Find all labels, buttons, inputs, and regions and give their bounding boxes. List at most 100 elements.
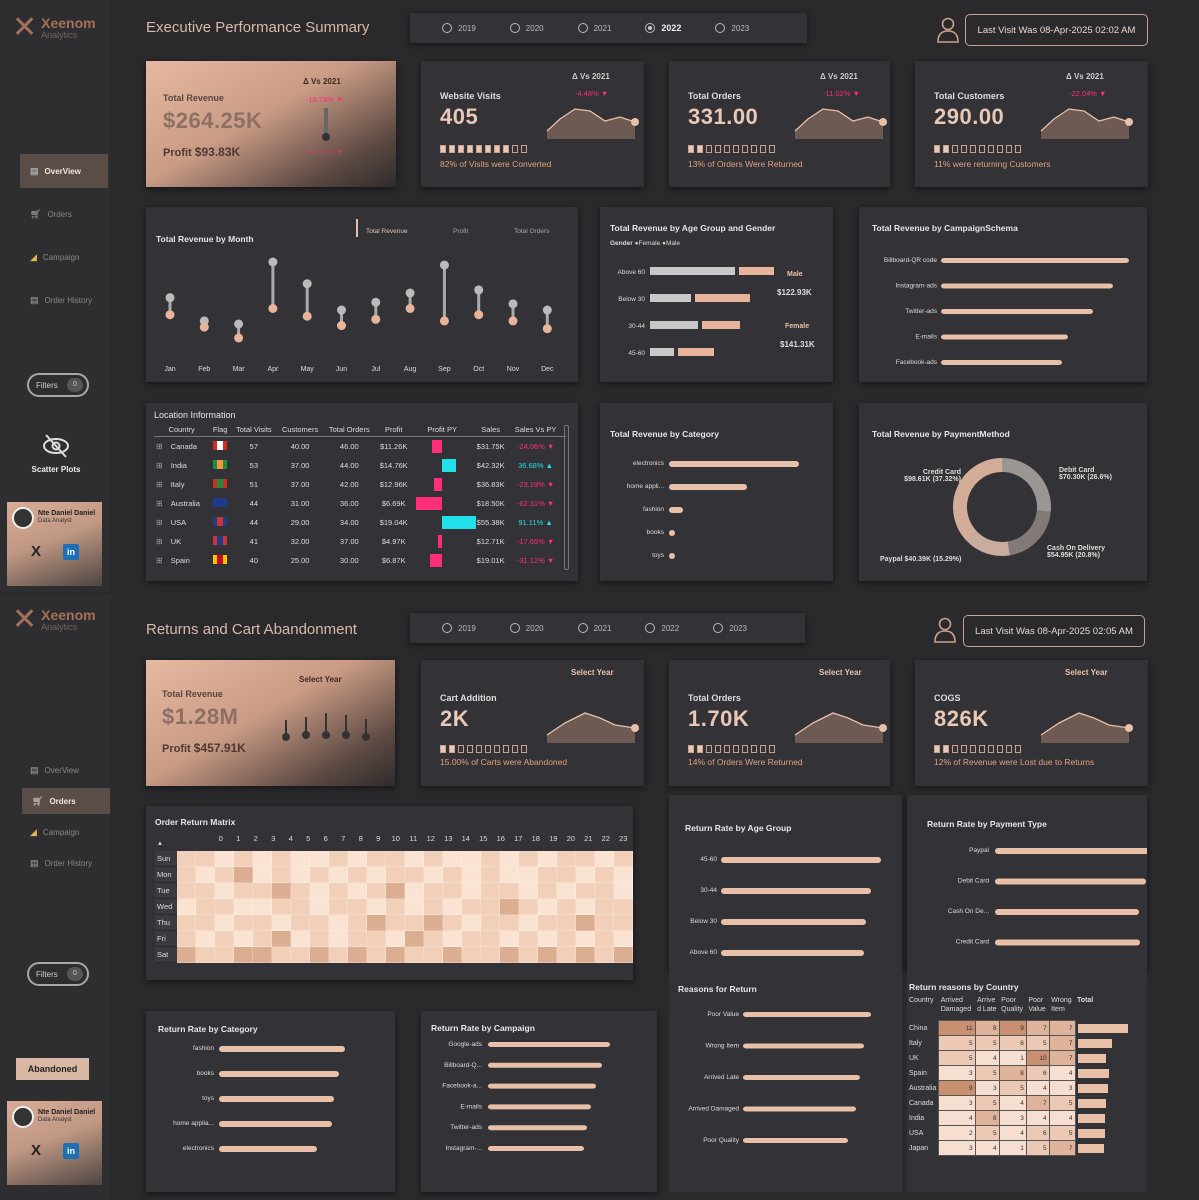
heat-cell[interactable]: [234, 915, 253, 931]
profit-dot[interactable]: [302, 279, 312, 289]
heat-cell[interactable]: [348, 867, 367, 883]
heat-cell[interactable]: [424, 931, 443, 947]
heat-cell[interactable]: [348, 883, 367, 899]
total-bar[interactable]: [1077, 1143, 1104, 1153]
bar[interactable]: [488, 1083, 596, 1089]
heat-cell[interactable]: [234, 931, 253, 947]
heat-cell[interactable]: [462, 851, 481, 867]
profit-dot[interactable]: [268, 257, 278, 267]
heat-cell[interactable]: [557, 883, 576, 899]
heat-cell[interactable]: [481, 867, 500, 883]
table-row[interactable]: ⊞ India 53 37.00 44.00 $14.76K $42.32K 36.68% ▲: [154, 456, 566, 475]
legend-orders[interactable]: Total Orders: [514, 228, 550, 235]
heat-cell[interactable]: [519, 899, 538, 915]
heat-cell[interactable]: [481, 947, 500, 963]
heat-cell[interactable]: [462, 915, 481, 931]
heat-cell[interactable]: [215, 947, 234, 963]
heat-cell[interactable]: [329, 915, 348, 931]
profit-py-bar[interactable]: [416, 496, 443, 510]
heat-cell[interactable]: [576, 867, 595, 883]
bar[interactable]: [669, 530, 675, 536]
profit-dot[interactable]: [371, 297, 381, 307]
bar[interactable]: [995, 848, 1147, 854]
heat-cell[interactable]: [253, 947, 272, 963]
column-header[interactable]: Profit: [375, 423, 413, 437]
heat-cell[interactable]: [234, 947, 253, 963]
heat-cell[interactable]: [614, 931, 633, 947]
revenue-dot[interactable]: [234, 333, 244, 343]
heat-cell[interactable]: [310, 899, 329, 915]
x-icon[interactable]: X: [30, 543, 41, 560]
heat-cell[interactable]: [272, 947, 291, 963]
year-option-2020[interactable]: 2020: [509, 623, 544, 633]
year-option-2019[interactable]: 2019: [442, 623, 476, 633]
table-row[interactable]: ⊞ Spain 40 25.00 30.00 $6.87K $19.01K -31.12% ▼: [154, 551, 566, 570]
heat-cell[interactable]: [557, 851, 576, 867]
heat-cell[interactable]: [614, 867, 633, 883]
nav-order-history[interactable]: ▤ Order History: [20, 284, 108, 316]
profit-py-bar[interactable]: [434, 477, 443, 491]
heat-cell[interactable]: [329, 867, 348, 883]
heat-cell[interactable]: [310, 867, 329, 883]
bar[interactable]: [721, 857, 881, 863]
bar[interactable]: [941, 334, 1068, 340]
expand-icon[interactable]: ⊞: [156, 441, 163, 451]
bar[interactable]: [995, 878, 1146, 885]
revenue-dot[interactable]: [405, 304, 415, 313]
abandoned-button[interactable]: Abandoned: [16, 1058, 89, 1080]
heat-cell[interactable]: [348, 899, 367, 915]
heat-cell[interactable]: [367, 883, 386, 899]
heat-cell[interactable]: [424, 851, 443, 867]
revenue-dot[interactable]: [371, 314, 381, 324]
heat-cell[interactable]: [443, 883, 462, 899]
year-option-2021[interactable]: 2021: [577, 23, 611, 33]
heat-cell[interactable]: [557, 867, 576, 883]
bar[interactable]: [219, 1071, 339, 1077]
heat-cell[interactable]: [557, 899, 576, 915]
column-header[interactable]: Arrive d Late: [977, 997, 997, 1013]
heat-cell[interactable]: [272, 915, 291, 931]
bar[interactable]: [743, 1043, 864, 1049]
heat-cell[interactable]: [576, 947, 595, 963]
donut-slice[interactable]: [1007, 510, 1051, 556]
legend-revenue[interactable]: Total Revenue: [366, 228, 408, 235]
legend-profit[interactable]: Profit: [453, 228, 469, 235]
expand-icon[interactable]: ⊞: [156, 479, 163, 489]
heat-cell[interactable]: [614, 915, 633, 931]
heat-cell[interactable]: [367, 851, 386, 867]
heat-cell[interactable]: [443, 867, 462, 883]
table-row[interactable]: ⊞ USA 44 29.00 34.00 $19.04K $55.38K 91.11% ▲: [154, 513, 566, 532]
heat-cell[interactable]: [310, 915, 329, 931]
heat-cell[interactable]: [348, 851, 367, 867]
heat-cell[interactable]: [272, 883, 291, 899]
bar[interactable]: [219, 1146, 317, 1152]
heat-cell[interactable]: [424, 915, 443, 931]
heat-cell[interactable]: [424, 947, 443, 963]
heat-cell[interactable]: [557, 931, 576, 947]
column-header[interactable]: Flag: [209, 423, 231, 437]
bar[interactable]: [743, 1012, 871, 1017]
heat-cell[interactable]: [386, 947, 405, 963]
heat-cell[interactable]: [500, 931, 519, 947]
column-header[interactable]: Arrived Damaged: [940, 997, 972, 1013]
heat-cell[interactable]: [538, 867, 557, 883]
heat-cell[interactable]: [310, 851, 329, 867]
bar[interactable]: [669, 507, 683, 513]
heat-cell[interactable]: [595, 851, 614, 867]
column-header[interactable]: Poor Quality: [1001, 997, 1023, 1013]
heat-cell[interactable]: [500, 883, 519, 899]
heat-cell[interactable]: [519, 947, 538, 963]
heat-cell[interactable]: [614, 899, 633, 915]
heat-cell[interactable]: [196, 899, 215, 915]
bar[interactable]: [219, 1096, 334, 1102]
male-bar[interactable]: [702, 321, 740, 329]
x-icon[interactable]: X: [30, 1142, 41, 1159]
heat-cell[interactable]: [481, 931, 500, 947]
nav-overview[interactable]: ▤ OverView: [20, 154, 108, 188]
heat-cell[interactable]: [538, 899, 557, 915]
heat-cell[interactable]: [253, 899, 272, 915]
heat-cell[interactable]: [196, 851, 215, 867]
heat-cell[interactable]: [367, 867, 386, 883]
heat-cell[interactable]: [177, 867, 196, 883]
revenue-dot[interactable]: [165, 310, 175, 320]
